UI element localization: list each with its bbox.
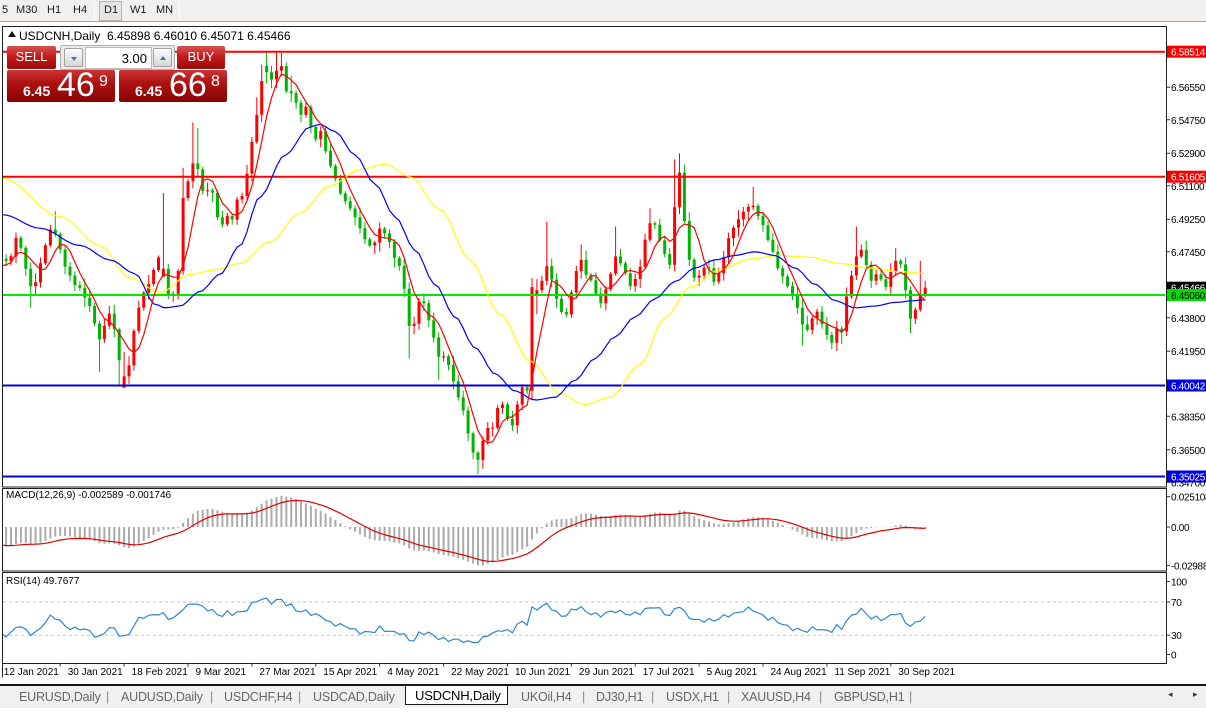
- svg-text:4 May 2021: 4 May 2021: [387, 667, 440, 678]
- svg-text:100: 100: [1171, 578, 1188, 589]
- svg-text:9 Mar 2021: 9 Mar 2021: [196, 667, 247, 678]
- svg-text:0.00: 0.00: [1171, 523, 1190, 534]
- svg-text:MACD(12,26,9) -0.002589 -0.001: MACD(12,26,9) -0.002589 -0.001746: [6, 490, 172, 501]
- svg-text:22 May 2021: 22 May 2021: [451, 667, 509, 678]
- svg-text:6.51100: 6.51100: [1171, 182, 1205, 193]
- svg-text:24 Aug 2021: 24 Aug 2021: [771, 667, 828, 678]
- svg-text:6.41950: 6.41950: [1171, 347, 1206, 358]
- svg-text:10 Jun 2021: 10 Jun 2021: [515, 667, 570, 678]
- svg-text:6.36500: 6.36500: [1171, 446, 1206, 457]
- svg-text:6.34700: 6.34700: [1171, 478, 1206, 489]
- svg-text:6.45060: 6.45060: [1171, 291, 1206, 302]
- svg-text:6.47450: 6.47450: [1171, 248, 1206, 259]
- svg-text:30 Sep 2021: 30 Sep 2021: [898, 667, 955, 678]
- svg-text:6.54750: 6.54750: [1171, 116, 1206, 127]
- svg-text:6.51605: 6.51605: [1171, 173, 1206, 184]
- svg-text:5 Aug 2021: 5 Aug 2021: [707, 667, 758, 678]
- svg-text:18 Feb 2021: 18 Feb 2021: [132, 667, 189, 678]
- svg-text:RSI(14) 49.7677: RSI(14) 49.7677: [6, 576, 80, 587]
- svg-text:12 Jan 2021: 12 Jan 2021: [4, 667, 59, 678]
- svg-text:70: 70: [1171, 598, 1182, 609]
- svg-text:6.38350: 6.38350: [1171, 412, 1206, 423]
- svg-text:30: 30: [1171, 631, 1182, 642]
- svg-text:6.43800: 6.43800: [1171, 314, 1206, 325]
- svg-text:15 Apr 2021: 15 Apr 2021: [323, 667, 377, 678]
- svg-text:30 Jan 2021: 30 Jan 2021: [68, 667, 123, 678]
- svg-text:6.58514: 6.58514: [1171, 48, 1206, 59]
- svg-text:6.52900: 6.52900: [1171, 149, 1206, 160]
- svg-text:0: 0: [1171, 651, 1177, 662]
- svg-text:6.35025: 6.35025: [1171, 473, 1206, 484]
- svg-text:11 Sep 2021: 11 Sep 2021: [834, 667, 890, 678]
- svg-text:-0.02988: -0.02988: [1171, 561, 1206, 572]
- svg-text:0.025108: 0.025108: [1171, 493, 1206, 504]
- svg-text:17 Jul 2021: 17 Jul 2021: [643, 667, 695, 678]
- svg-text:6.56550: 6.56550: [1171, 83, 1206, 94]
- svg-text:27 Mar 2021: 27 Mar 2021: [259, 667, 316, 678]
- svg-text:6.40042: 6.40042: [1171, 382, 1206, 393]
- svg-text:6.49250: 6.49250: [1171, 215, 1206, 226]
- svg-text:29 Jun 2021: 29 Jun 2021: [579, 667, 634, 678]
